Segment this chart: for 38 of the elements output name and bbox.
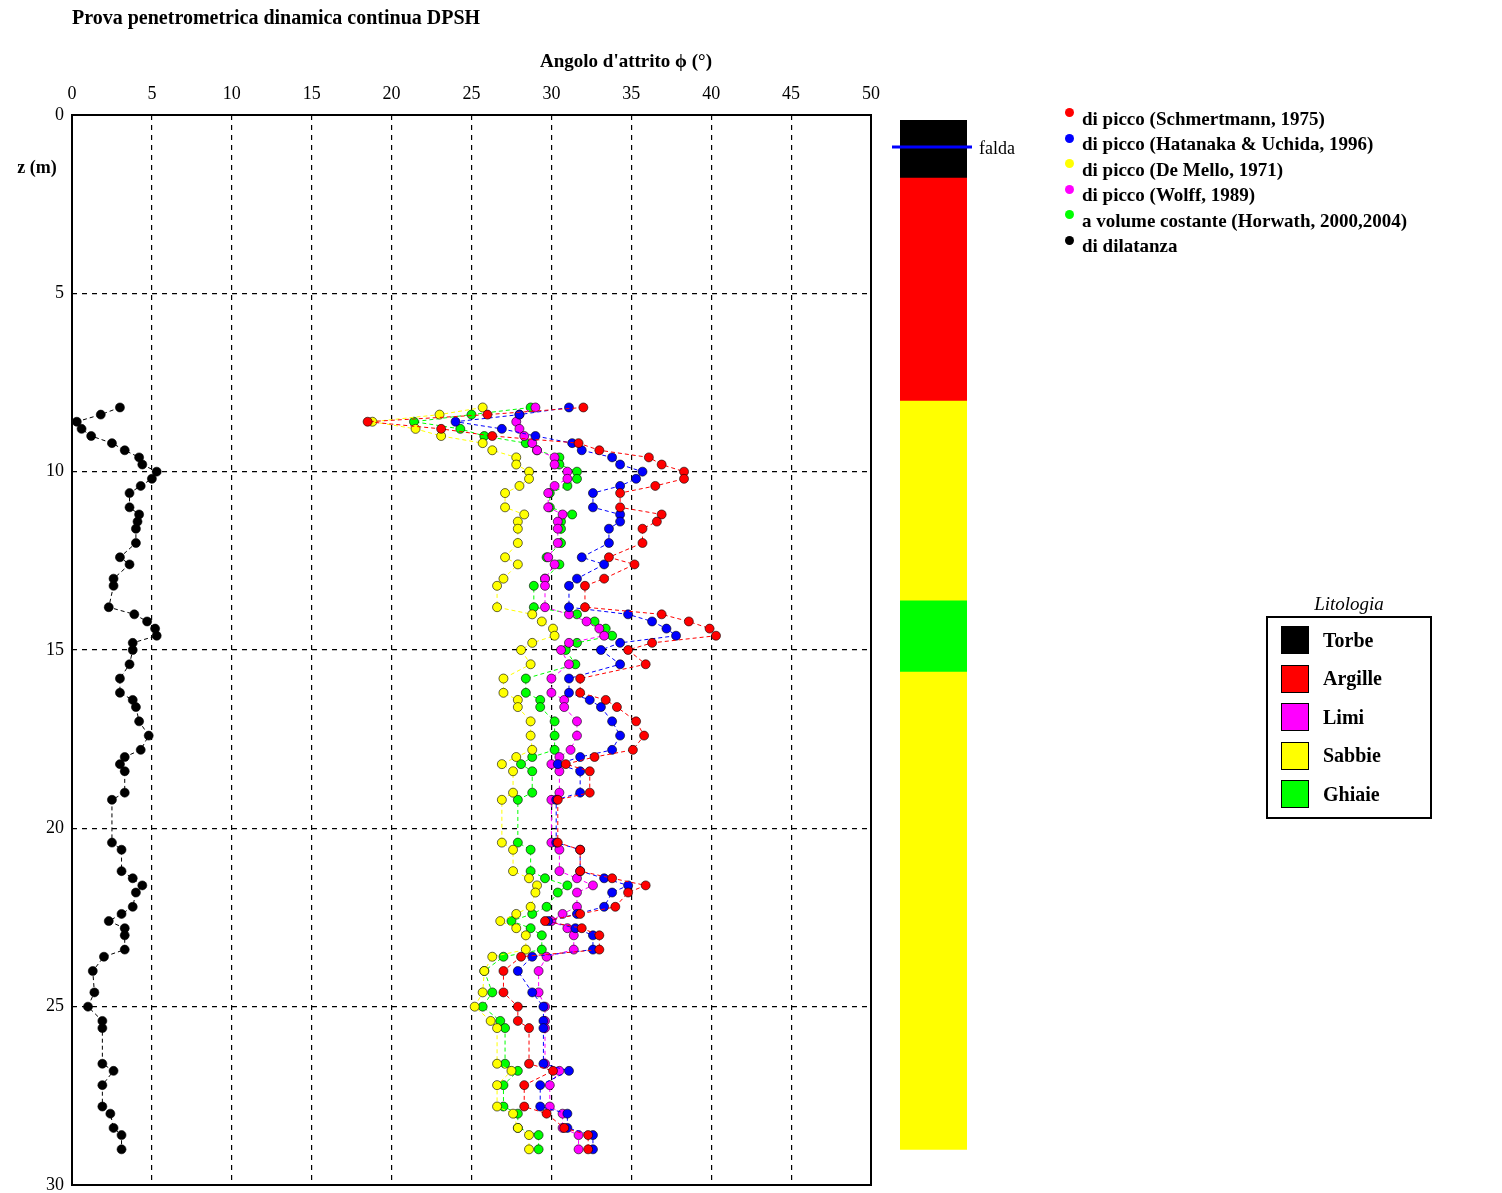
bar xyxy=(900,400,967,601)
x-tick-label: 5 xyxy=(147,82,157,103)
chart-title: Prova penetrometrica dinamica continua DPSH xyxy=(72,6,481,29)
legend-label: di dilatanza xyxy=(1082,235,1178,258)
y-tick-label: 15 xyxy=(46,638,64,659)
x-tick-label: 45 xyxy=(782,82,801,103)
legend-label: di picco (Wolff, 1989) xyxy=(1082,184,1256,207)
x-tick-label: 50 xyxy=(862,82,880,103)
y-tick-label: 25 xyxy=(46,995,64,1016)
legend-label: Sabbie xyxy=(1323,744,1381,768)
legend-label: di picco (Schmertmann, 1975) xyxy=(1082,107,1325,130)
legend-label: di picco (Hatanaka & Uchida, 1996) xyxy=(1082,133,1374,156)
y-tick-label: 30 xyxy=(46,1173,64,1193)
legend-label: Ghiaie xyxy=(1323,782,1380,806)
bar xyxy=(900,671,967,1150)
bar xyxy=(900,599,967,672)
legend-label: a volume costante (Horwath, 2000,2004) xyxy=(1082,209,1408,232)
x-tick-label: 25 xyxy=(462,82,481,103)
legend-label: Torbe xyxy=(1323,628,1374,652)
x-tick-label: 10 xyxy=(222,82,241,103)
x-tick-label: 20 xyxy=(382,82,401,103)
bar xyxy=(900,120,967,178)
ref-line-label: falda xyxy=(979,137,1015,158)
x-tick-label: 40 xyxy=(702,82,721,103)
legend-label: Limi xyxy=(1323,705,1365,729)
y-axis-title: z (m) xyxy=(16,156,58,178)
y-tick-label: 10 xyxy=(46,460,64,481)
y-tick-label: 20 xyxy=(46,817,64,838)
x-axis-title: Angolo d'attrito ϕ (°) xyxy=(540,50,712,72)
legend-title: Litologia xyxy=(1313,592,1385,616)
y-tick-label: 5 xyxy=(55,282,64,303)
x-tick-label: 35 xyxy=(622,82,641,103)
x-tick-label: 30 xyxy=(542,82,561,103)
legend-label: di picco (De Mello, 1971) xyxy=(1082,158,1284,181)
x-tick-label: 15 xyxy=(302,82,321,103)
legend-label: Argille xyxy=(1323,667,1382,691)
bar xyxy=(900,177,967,401)
y-tick-label: 0 xyxy=(55,103,64,124)
